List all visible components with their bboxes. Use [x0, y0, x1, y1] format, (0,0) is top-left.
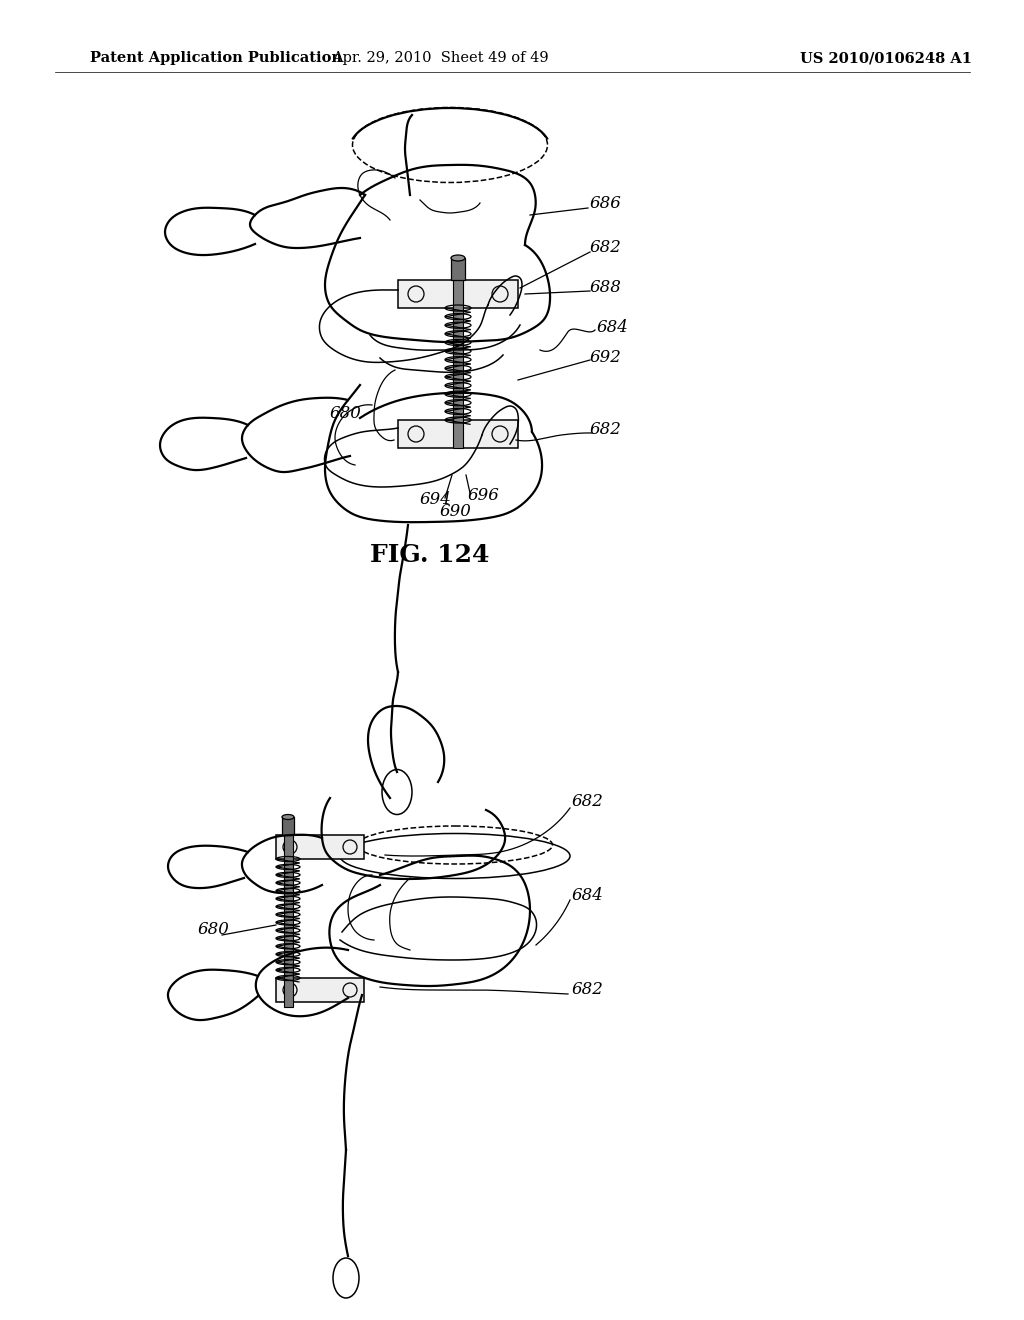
Text: 682: 682 — [572, 793, 604, 810]
Text: Patent Application Publication: Patent Application Publication — [90, 51, 342, 65]
Bar — [282, 817, 294, 836]
Ellipse shape — [282, 814, 294, 820]
Text: 690: 690 — [440, 503, 472, 520]
Ellipse shape — [451, 255, 465, 261]
Bar — [453, 265, 463, 447]
Bar — [398, 420, 518, 447]
Bar — [276, 978, 364, 1002]
Text: FIG. 124: FIG. 124 — [371, 543, 489, 568]
Bar — [398, 280, 518, 308]
Bar — [284, 817, 293, 1007]
Text: 682: 682 — [590, 421, 622, 438]
Text: 684: 684 — [597, 319, 629, 337]
Text: 680: 680 — [198, 921, 229, 939]
Text: 688: 688 — [590, 280, 622, 297]
Text: US 2010/0106248 A1: US 2010/0106248 A1 — [800, 51, 972, 65]
Text: Apr. 29, 2010  Sheet 49 of 49: Apr. 29, 2010 Sheet 49 of 49 — [332, 51, 548, 65]
Bar — [451, 257, 465, 280]
Text: 696: 696 — [468, 487, 500, 504]
Text: 692: 692 — [590, 350, 622, 367]
Text: 682: 682 — [590, 239, 622, 256]
Text: 684: 684 — [572, 887, 604, 903]
Text: 682: 682 — [572, 982, 604, 998]
Text: 686: 686 — [590, 194, 622, 211]
Bar — [276, 836, 364, 859]
Text: 694: 694 — [420, 491, 452, 508]
Text: 680: 680 — [330, 404, 361, 421]
